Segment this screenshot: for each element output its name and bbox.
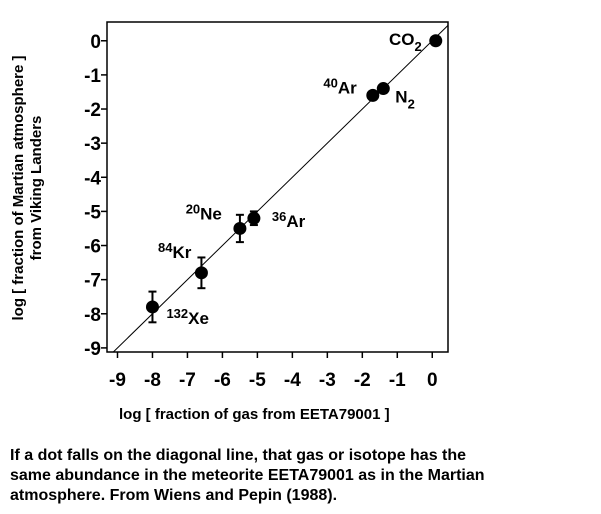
point — [247, 211, 261, 225]
label-superscript: 20 — [186, 201, 200, 216]
label-name: N — [395, 88, 407, 107]
x-tick-label: 0 — [427, 370, 438, 391]
x-tick-label: -1 — [389, 370, 406, 391]
point — [233, 221, 247, 235]
label-superscript: 36 — [272, 209, 286, 224]
x-tick-label: -2 — [354, 370, 371, 391]
label-name: Kr — [173, 243, 192, 262]
label-name: Xe — [188, 309, 209, 328]
label-subscript: 2 — [408, 97, 415, 112]
x-axis-label: log [ fraction of gas from EETA79001 ] — [119, 406, 390, 423]
label-name: Ar — [338, 78, 357, 97]
label-name: Ne — [200, 204, 222, 223]
label-superscript: 84 — [158, 240, 173, 255]
label-name: Ar — [286, 212, 305, 231]
x-tick-label: -8 — [144, 370, 161, 391]
y-tick-label: -7 — [84, 271, 101, 292]
caption: If a dot falls on the diagonal line, tha… — [10, 447, 466, 464]
point-label: 40Ar — [323, 75, 357, 97]
label-name: CO — [389, 30, 415, 49]
diagonal-line — [112, 25, 449, 353]
y-tick-label: -6 — [84, 237, 101, 258]
label-subscript: 2 — [415, 39, 422, 54]
y-tick-label: -9 — [84, 339, 101, 360]
y-tick-label: 0 — [90, 32, 101, 53]
point — [145, 300, 159, 314]
y-axis-label: log [ fraction of Martian atmosphere ] — [10, 55, 27, 320]
caption: atmosphere. From Wiens and Pepin (1988). — [10, 487, 337, 504]
label-superscript: 132 — [166, 306, 188, 321]
y-axis-label: from Viking Landers — [28, 116, 45, 261]
x-tick-label: -9 — [109, 370, 126, 391]
point — [376, 82, 390, 96]
y-tick-label: -5 — [84, 202, 101, 223]
point — [366, 88, 380, 102]
point-label: 84Kr — [158, 240, 192, 262]
y-tick-label: -2 — [84, 100, 101, 121]
y-tick-label: -3 — [84, 134, 101, 155]
y-tick-label: -1 — [84, 66, 101, 87]
point-label: CO2 — [389, 30, 422, 54]
y-tick-label: -8 — [84, 305, 101, 326]
label-superscript: 40 — [323, 75, 337, 90]
caption: same abundance in the meteorite EETA7900… — [10, 467, 485, 484]
point — [429, 34, 443, 48]
x-tick-label: -4 — [284, 370, 301, 391]
x-tick-label: -3 — [319, 370, 336, 391]
point — [194, 266, 208, 280]
point-label: 36Ar — [272, 209, 306, 231]
point-label: 132Xe — [166, 306, 209, 328]
x-tick-label: -7 — [179, 370, 196, 391]
point-label: 20Ne — [186, 201, 222, 223]
point-label: N2 — [395, 88, 415, 112]
x-tick-label: -5 — [249, 370, 266, 391]
y-tick-label: -4 — [84, 168, 101, 189]
x-tick-label: -6 — [214, 370, 231, 391]
plot-frame — [106, 21, 449, 353]
